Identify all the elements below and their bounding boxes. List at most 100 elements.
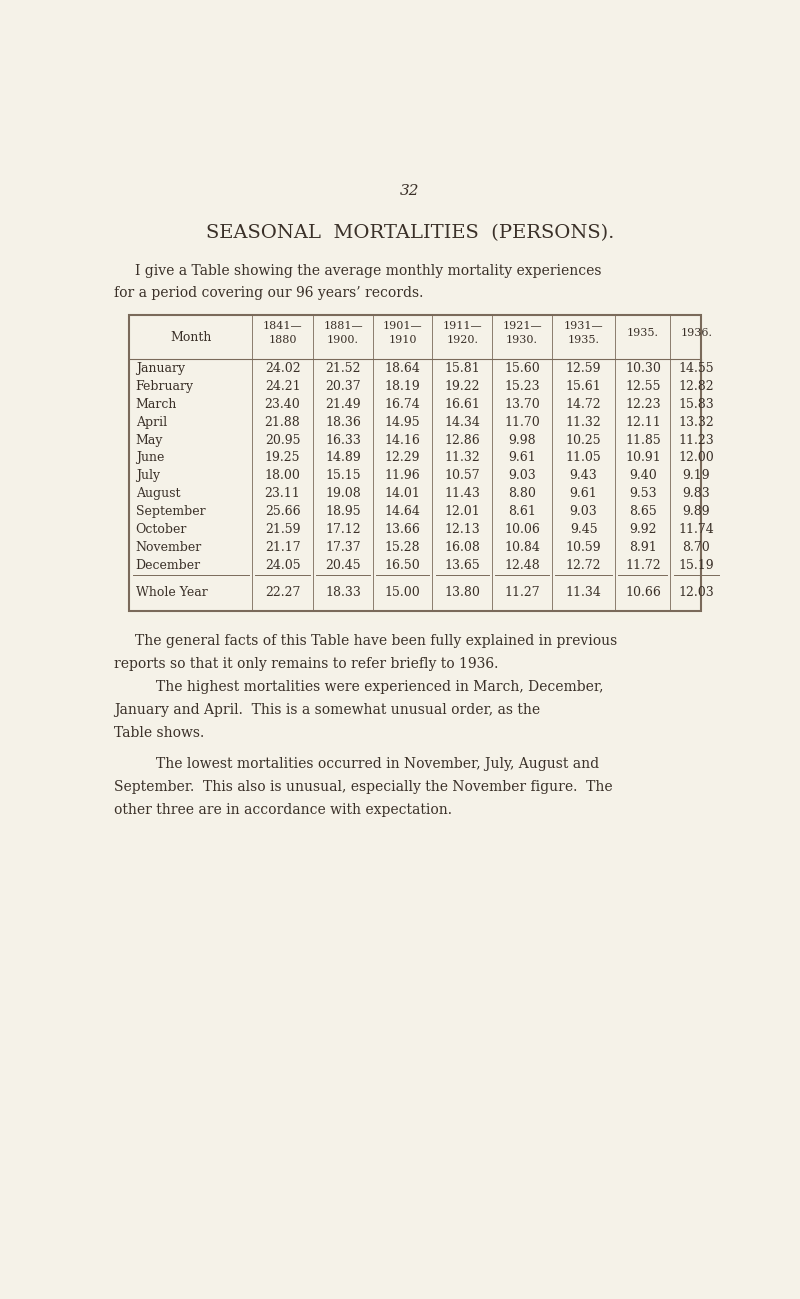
Text: 24.21: 24.21 bbox=[265, 379, 300, 392]
Text: for a period covering our 96 years’ records.: for a period covering our 96 years’ reco… bbox=[114, 286, 423, 300]
Text: 15.00: 15.00 bbox=[385, 586, 421, 599]
Text: 15.15: 15.15 bbox=[325, 469, 361, 482]
Text: 18.64: 18.64 bbox=[385, 361, 421, 374]
Text: 13.80: 13.80 bbox=[444, 586, 480, 599]
Text: 14.89: 14.89 bbox=[325, 452, 361, 465]
Text: 10.59: 10.59 bbox=[566, 542, 602, 555]
Text: 10.06: 10.06 bbox=[504, 523, 540, 536]
Text: 1901—
1910: 1901— 1910 bbox=[383, 321, 422, 346]
Text: other three are in accordance with expectation.: other three are in accordance with expec… bbox=[114, 804, 452, 817]
Text: May: May bbox=[136, 434, 163, 447]
Text: 12.72: 12.72 bbox=[566, 560, 602, 573]
Text: March: March bbox=[136, 397, 177, 410]
Text: July: July bbox=[136, 469, 160, 482]
Text: 20.45: 20.45 bbox=[325, 560, 361, 573]
Text: 9.92: 9.92 bbox=[629, 523, 657, 536]
Text: 21.88: 21.88 bbox=[265, 416, 300, 429]
Text: 9.45: 9.45 bbox=[570, 523, 598, 536]
Text: 12.55: 12.55 bbox=[625, 379, 661, 392]
Text: June: June bbox=[136, 452, 164, 465]
Text: 9.83: 9.83 bbox=[682, 487, 710, 500]
Text: 13.66: 13.66 bbox=[385, 523, 421, 536]
Text: 12.59: 12.59 bbox=[566, 361, 602, 374]
Text: 10.91: 10.91 bbox=[625, 452, 661, 465]
Text: 15.61: 15.61 bbox=[566, 379, 602, 392]
Text: 11.05: 11.05 bbox=[566, 452, 602, 465]
Text: 12.01: 12.01 bbox=[445, 505, 480, 518]
Text: August: August bbox=[136, 487, 180, 500]
Text: 17.12: 17.12 bbox=[325, 523, 361, 536]
Text: 19.22: 19.22 bbox=[445, 379, 480, 392]
Text: 8.80: 8.80 bbox=[508, 487, 536, 500]
Text: 14.01: 14.01 bbox=[385, 487, 421, 500]
Text: 23.11: 23.11 bbox=[265, 487, 300, 500]
Text: 16.74: 16.74 bbox=[385, 397, 421, 410]
Text: 9.03: 9.03 bbox=[508, 469, 536, 482]
Text: 11.74: 11.74 bbox=[678, 523, 714, 536]
Text: 1841—
1880: 1841— 1880 bbox=[262, 321, 302, 346]
Text: 15.81: 15.81 bbox=[445, 361, 480, 374]
Text: 10.57: 10.57 bbox=[445, 469, 480, 482]
Text: 11.32: 11.32 bbox=[566, 416, 602, 429]
Text: 12.00: 12.00 bbox=[678, 452, 714, 465]
Text: 18.95: 18.95 bbox=[325, 505, 361, 518]
Text: 11.96: 11.96 bbox=[385, 469, 421, 482]
Text: 12.86: 12.86 bbox=[445, 434, 480, 447]
Text: 15.28: 15.28 bbox=[385, 542, 421, 555]
Text: 11.85: 11.85 bbox=[625, 434, 661, 447]
Text: 15.60: 15.60 bbox=[504, 361, 540, 374]
Text: 15.83: 15.83 bbox=[678, 397, 714, 410]
Text: 15.19: 15.19 bbox=[678, 560, 714, 573]
Text: 12.82: 12.82 bbox=[678, 379, 714, 392]
Text: 14.64: 14.64 bbox=[385, 505, 421, 518]
Text: 1931—
1935.: 1931— 1935. bbox=[564, 321, 603, 346]
Text: 13.65: 13.65 bbox=[445, 560, 480, 573]
Text: 23.40: 23.40 bbox=[265, 397, 300, 410]
Text: 18.19: 18.19 bbox=[385, 379, 421, 392]
Text: 20.37: 20.37 bbox=[325, 379, 361, 392]
Text: 22.27: 22.27 bbox=[265, 586, 300, 599]
Text: 12.11: 12.11 bbox=[625, 416, 661, 429]
Text: 18.33: 18.33 bbox=[325, 586, 361, 599]
Text: 1881—
1900.: 1881— 1900. bbox=[323, 321, 362, 346]
Bar bbox=[130, 316, 701, 611]
Text: 32: 32 bbox=[400, 184, 420, 199]
Text: 9.61: 9.61 bbox=[508, 452, 536, 465]
Text: 13.70: 13.70 bbox=[504, 397, 540, 410]
Text: 8.70: 8.70 bbox=[682, 542, 710, 555]
Text: 1936.: 1936. bbox=[680, 329, 712, 338]
Text: 21.59: 21.59 bbox=[265, 523, 300, 536]
Text: 16.33: 16.33 bbox=[325, 434, 361, 447]
Text: 16.61: 16.61 bbox=[444, 397, 480, 410]
Text: 1921—
1930.: 1921— 1930. bbox=[502, 321, 542, 346]
Text: 12.23: 12.23 bbox=[625, 397, 661, 410]
Text: The general facts of this Table have been fully explained in previous: The general facts of this Table have bee… bbox=[135, 634, 617, 648]
Text: 10.84: 10.84 bbox=[504, 542, 540, 555]
Text: 14.55: 14.55 bbox=[678, 361, 714, 374]
Text: 11.34: 11.34 bbox=[566, 586, 602, 599]
Text: 8.61: 8.61 bbox=[508, 505, 536, 518]
Text: The highest mortalities were experienced in March, December,: The highest mortalities were experienced… bbox=[156, 681, 603, 694]
Text: 11.32: 11.32 bbox=[445, 452, 480, 465]
Text: 21.17: 21.17 bbox=[265, 542, 300, 555]
Text: January and April.  This is a somewhat unusual order, as the: January and April. This is a somewhat un… bbox=[114, 703, 540, 717]
Text: 12.29: 12.29 bbox=[385, 452, 420, 465]
Text: September: September bbox=[136, 505, 206, 518]
Text: 19.25: 19.25 bbox=[265, 452, 300, 465]
Text: 25.66: 25.66 bbox=[265, 505, 300, 518]
Text: 14.34: 14.34 bbox=[444, 416, 480, 429]
Text: 18.36: 18.36 bbox=[325, 416, 361, 429]
Text: 12.13: 12.13 bbox=[445, 523, 480, 536]
Text: October: October bbox=[136, 523, 187, 536]
Text: Table shows.: Table shows. bbox=[114, 726, 204, 740]
Text: 21.52: 21.52 bbox=[326, 361, 361, 374]
Text: 9.98: 9.98 bbox=[508, 434, 536, 447]
Text: 11.23: 11.23 bbox=[678, 434, 714, 447]
Text: 16.50: 16.50 bbox=[385, 560, 421, 573]
Text: 11.72: 11.72 bbox=[625, 560, 661, 573]
Text: November: November bbox=[136, 542, 202, 555]
Text: 1935.: 1935. bbox=[627, 329, 659, 338]
Text: 9.40: 9.40 bbox=[629, 469, 657, 482]
Text: 9.53: 9.53 bbox=[629, 487, 657, 500]
Text: April: April bbox=[136, 416, 166, 429]
